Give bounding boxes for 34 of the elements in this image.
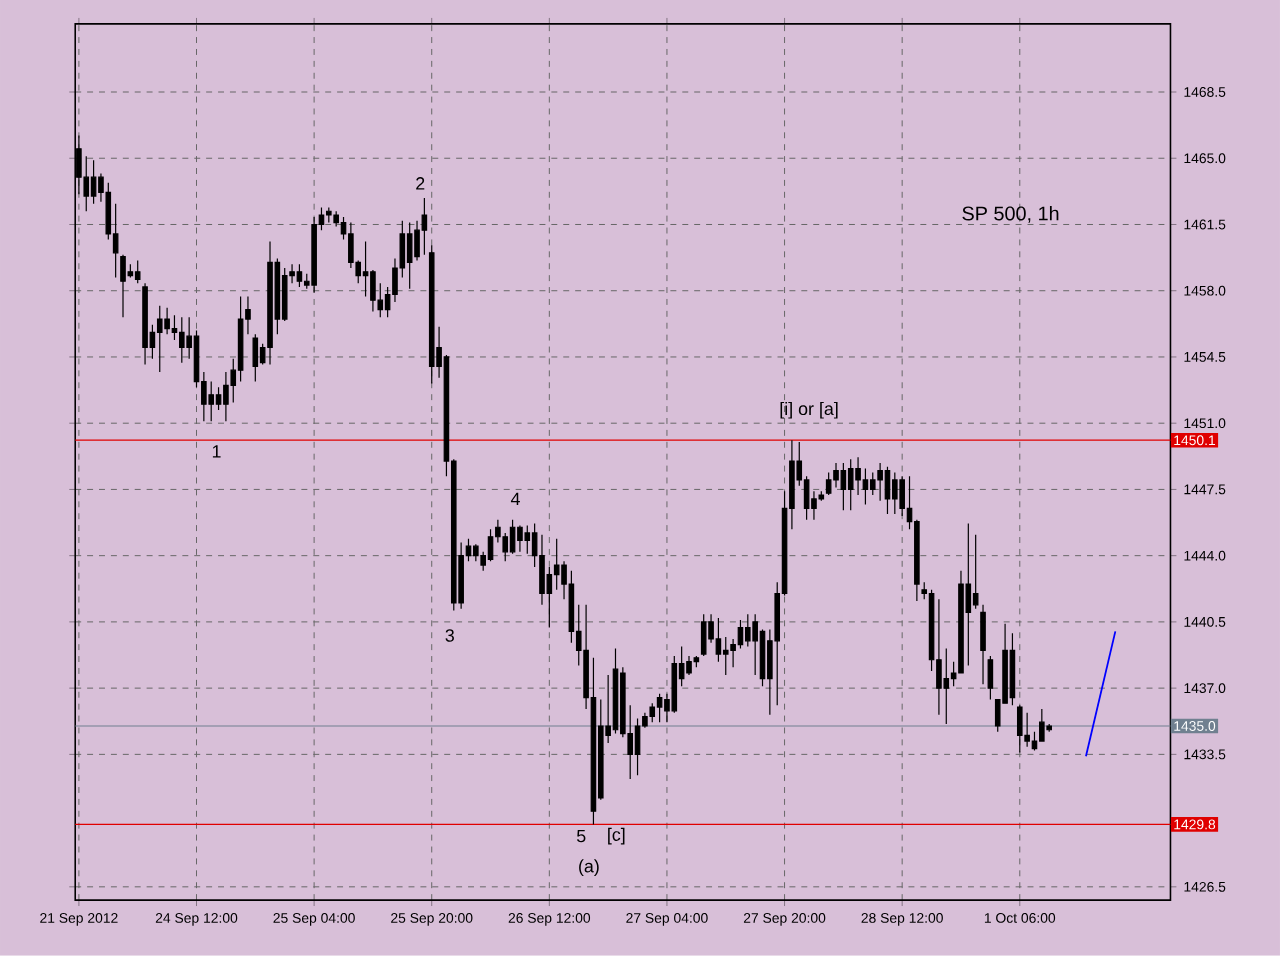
candlestick — [1016, 704, 1023, 754]
candlestick — [252, 333, 259, 383]
candlestick — [892, 471, 898, 515]
candlestick — [649, 702, 656, 723]
candlestick — [847, 458, 854, 511]
candlestick — [987, 655, 994, 701]
candlestick — [1024, 712, 1030, 748]
candlestick — [517, 524, 523, 553]
candlestick — [965, 522, 972, 667]
candlestick — [428, 244, 435, 385]
annotation: 4 — [510, 492, 520, 505]
annotation: 1 — [212, 445, 221, 458]
candlestick — [406, 222, 413, 290]
annotation: (a) — [579, 859, 599, 877]
candlestick — [296, 263, 303, 288]
annotation: 5 — [576, 829, 586, 843]
candlestick — [120, 254, 126, 318]
candlestick — [134, 259, 141, 284]
candlestick — [267, 240, 273, 366]
candlestick — [179, 316, 185, 364]
candlestick — [142, 282, 148, 366]
annotation: 2 — [416, 177, 425, 190]
candlestick — [825, 471, 832, 496]
candlestick — [700, 613, 707, 657]
text: SP 500, 1h — [962, 205, 1059, 223]
candlestick — [671, 655, 678, 714]
candlestick — [693, 655, 700, 668]
candlestick — [156, 305, 163, 373]
annotation: [i] or [a] — [780, 402, 838, 419]
annotation: [c] — [608, 827, 625, 845]
candlestick — [326, 206, 332, 224]
annotation: 3 — [445, 629, 454, 642]
candlestick — [936, 598, 942, 716]
candlestick — [509, 519, 516, 555]
